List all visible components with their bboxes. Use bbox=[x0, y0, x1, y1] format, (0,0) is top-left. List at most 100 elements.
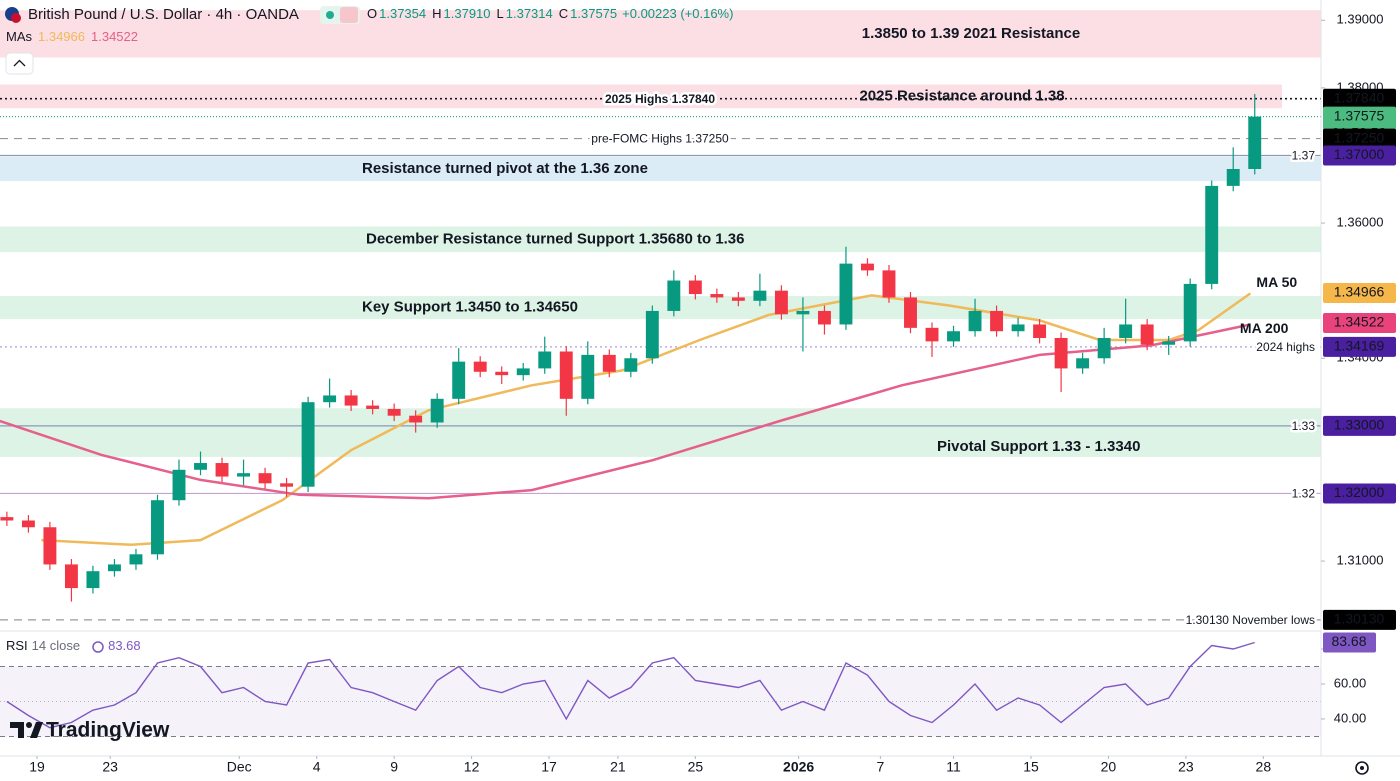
candle-body bbox=[387, 408, 401, 416]
price-badge bbox=[1323, 145, 1396, 166]
candle-body bbox=[495, 371, 509, 376]
zone bbox=[0, 226, 1321, 253]
candle-body bbox=[990, 310, 1004, 332]
candle-body bbox=[538, 351, 552, 369]
level-label: 2024 highs bbox=[1256, 340, 1315, 354]
price-badge-label: 1.37250 bbox=[1334, 129, 1385, 145]
ma-label: MA 50 bbox=[1256, 274, 1297, 290]
candle-body bbox=[1162, 341, 1176, 345]
header-text: +0.00223 (+0.16%) bbox=[622, 6, 733, 21]
candle-body bbox=[0, 517, 14, 521]
header-text: 83.68 bbox=[108, 638, 141, 653]
candle-body bbox=[237, 473, 251, 477]
price-badge bbox=[1323, 312, 1396, 333]
collapse-button[interactable] bbox=[5, 52, 34, 75]
candle-body bbox=[602, 354, 616, 372]
candle-body bbox=[753, 290, 767, 301]
zone-label: Key Support 1.3450 to 1.34650 bbox=[362, 299, 578, 316]
header: British Pound / U.S. Dollar · 4h · OANDA… bbox=[5, 6, 1369, 775]
candle-body bbox=[1033, 324, 1047, 338]
refresh-icon bbox=[92, 641, 104, 653]
moving-average bbox=[41, 292, 1252, 547]
axis: 1.390001.380001.360001.340001.3100080.00… bbox=[29, 12, 1396, 775]
price-badge bbox=[1323, 88, 1396, 109]
price-badge-label: 1.34522 bbox=[1334, 314, 1385, 330]
logo-mark bbox=[30, 722, 43, 738]
candle-body bbox=[430, 398, 444, 423]
candle-body bbox=[731, 297, 745, 301]
zone-label: 1.3850 to 1.39 2021 Resistance bbox=[862, 25, 1080, 42]
x-tick-label: 9 bbox=[390, 759, 398, 775]
candle-body bbox=[925, 327, 939, 342]
x-tick-label: 4 bbox=[313, 759, 321, 775]
candle-body bbox=[839, 263, 853, 325]
header-text: 1.37354 bbox=[379, 6, 426, 21]
ohlc-values: O 1.37354 H 1.37910 L 1.37314 C 1.37575 +0.00223… bbox=[367, 6, 733, 21]
brand-name: TradingView bbox=[46, 719, 170, 742]
price-badge-label: 1.37575 bbox=[1334, 107, 1385, 123]
settings-button[interactable] bbox=[1355, 761, 1369, 775]
candle-body bbox=[1226, 168, 1240, 186]
level-label: 2025 Highs 1.37840 bbox=[605, 92, 715, 106]
candle-body bbox=[194, 463, 207, 470]
x-tick-label: 7 bbox=[876, 759, 884, 775]
candle-body bbox=[968, 310, 982, 332]
rsi-header: RSI 14 close 83.68 bbox=[6, 638, 141, 653]
level-label: 1.37 bbox=[1292, 149, 1316, 163]
x-tick-label: 23 bbox=[1178, 759, 1194, 775]
x-tick-label: 21 bbox=[610, 759, 626, 775]
y-tick-label: 1.36000 bbox=[1337, 215, 1384, 230]
candle-body bbox=[1076, 358, 1090, 369]
candle-body bbox=[1097, 337, 1111, 359]
candle-body bbox=[667, 280, 681, 311]
x-tick-label: 25 bbox=[688, 759, 704, 775]
candle-body bbox=[172, 469, 186, 501]
header-text: O bbox=[367, 6, 377, 21]
candle-body bbox=[1248, 116, 1262, 169]
price-badge bbox=[1323, 415, 1396, 436]
level-label: 1.30130 November lows bbox=[1186, 613, 1315, 627]
candle-body bbox=[280, 483, 294, 487]
price-badge bbox=[1323, 282, 1396, 303]
price-badge-label: 1.34966 bbox=[1334, 284, 1385, 300]
header-text: H bbox=[432, 6, 441, 21]
logo-mark bbox=[26, 722, 32, 728]
candle-body bbox=[409, 415, 423, 423]
candle-body bbox=[645, 310, 659, 359]
candle-body bbox=[1011, 324, 1025, 332]
zones bbox=[0, 10, 1321, 457]
x-tick-label: 12 bbox=[464, 759, 480, 775]
candle-body bbox=[323, 395, 337, 403]
candle-body bbox=[904, 297, 917, 328]
price-badge-label: 1.32000 bbox=[1334, 484, 1385, 500]
plot bbox=[0, 93, 1321, 737]
header-text: 1.34966 bbox=[38, 29, 85, 44]
candle-body bbox=[559, 351, 573, 399]
zone bbox=[0, 84, 1282, 109]
x-tick-label: 20 bbox=[1101, 759, 1117, 775]
candle-body bbox=[129, 554, 143, 565]
candle-body bbox=[882, 270, 896, 298]
level-label: pre-FOMC Highs 1.37250 bbox=[591, 132, 729, 146]
header-text: RSI bbox=[6, 638, 28, 653]
price-badge-label: 1.33000 bbox=[1334, 417, 1385, 433]
zone-label: December Resistance turned Support 1.356… bbox=[366, 230, 744, 247]
delay-icon[interactable] bbox=[340, 7, 358, 23]
logo-mark bbox=[10, 722, 24, 738]
rsi-tick-label: 40.00 bbox=[1334, 710, 1367, 725]
zone bbox=[0, 408, 1321, 457]
header-text: 1.37314 bbox=[506, 6, 553, 21]
candle-body bbox=[215, 463, 229, 477]
candle-body bbox=[21, 520, 35, 528]
price-badge bbox=[1323, 336, 1396, 357]
candle-body bbox=[452, 361, 466, 399]
candle-body bbox=[1205, 185, 1219, 284]
ma-label: MA 200 bbox=[1240, 320, 1289, 336]
zone bbox=[0, 10, 1321, 58]
candle-body bbox=[86, 571, 100, 589]
x-tick-label: 17 bbox=[541, 759, 557, 775]
price-badge-label: 1.37840 bbox=[1334, 89, 1385, 105]
candle-body bbox=[108, 564, 121, 572]
